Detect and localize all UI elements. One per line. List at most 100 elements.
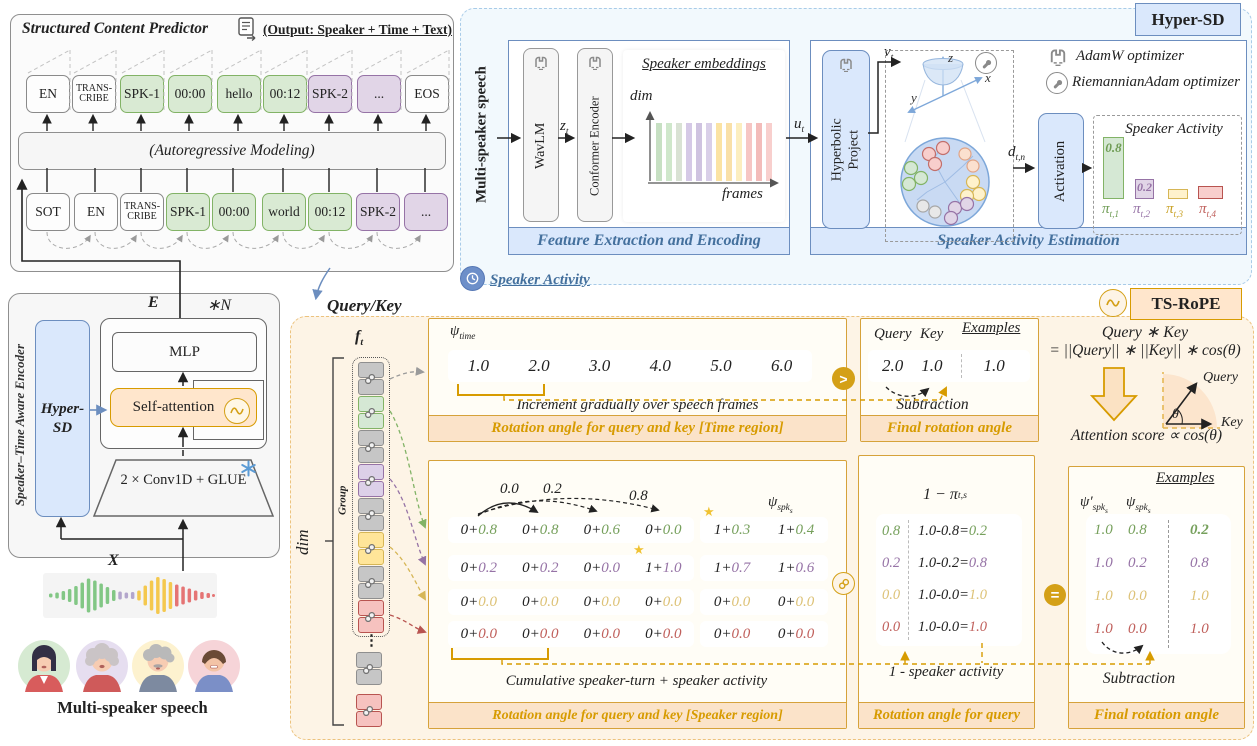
- pi-value: 0.2: [882, 555, 901, 571]
- time-value: 3.0: [589, 356, 611, 375]
- output-document-icon: [238, 17, 256, 42]
- hyperbolic-project-box: Hyperbolic Project: [822, 50, 870, 229]
- f-t-label: ft: [355, 328, 364, 349]
- matrix-cell: 0+0.0: [645, 521, 682, 538]
- feature-extraction-footer: Feature Extraction and Encoding: [509, 227, 789, 254]
- arc-label-1: 0.0: [500, 481, 519, 497]
- final-bottom-panel: [1086, 514, 1231, 654]
- psi-spk-header: ψspks: [768, 494, 793, 515]
- matrix-cell: 0+0.8: [460, 521, 497, 538]
- conv-label: 2 × Conv1D + GLUE: [120, 472, 247, 488]
- final-cell: 0.8: [1128, 522, 1147, 538]
- matrix-cell: 0+0.8: [522, 521, 559, 538]
- matrix-cell: 0+0.0: [777, 593, 815, 610]
- query-header: Query: [874, 326, 912, 342]
- speaker-region-caption: Cumulative speaker-turn + speaker activi…: [505, 673, 768, 689]
- star-icon: ★: [633, 542, 645, 557]
- avatar-speaker-1: [18, 640, 70, 692]
- examples-header-bottom: Examples: [1156, 470, 1215, 486]
- matrix-cell: 0+0.2: [460, 559, 497, 576]
- final-cell: 1.0: [1094, 588, 1113, 604]
- token-hello-out: hello: [217, 75, 261, 113]
- embedding-bars: [656, 123, 778, 181]
- final-result: 1.0: [1190, 621, 1209, 637]
- example-value: 1.0: [983, 356, 1005, 375]
- hyper-sd-module-box: Hyper-SD: [35, 320, 90, 517]
- riemannian-legend-label: RiemannianAdam optimizer: [1072, 74, 1240, 90]
- hyperbolic-space-box: [885, 50, 1014, 242]
- final-cell: 1.0: [1094, 621, 1113, 637]
- pi-value: 0.0: [882, 619, 901, 635]
- adamw-legend-label: AdamW optimizer: [1076, 48, 1184, 64]
- chain-link-icon: [362, 663, 374, 675]
- z-t-label: zt: [560, 118, 569, 137]
- theta-label: θ: [1172, 407, 1179, 422]
- clock-icon: [460, 266, 485, 291]
- psi-time-label: ψtime: [450, 323, 476, 342]
- final-bottom-divider: [1168, 520, 1169, 648]
- final-cell: 0.0: [1128, 588, 1147, 604]
- frames-axis-label: frames: [722, 186, 763, 202]
- mlp-box: MLP: [112, 332, 257, 372]
- matrix-cell: 0+0.0: [522, 625, 559, 642]
- key-header: Key: [920, 326, 944, 342]
- matrix-cell: 1+1.0: [645, 559, 682, 576]
- time-value: 1.0: [467, 356, 489, 375]
- final-cell: 0.0: [1128, 621, 1147, 637]
- spk-row-4a: 0+0.0 0+0.0 0+0.0 0+0.0: [448, 621, 694, 647]
- matrix-cell: 0+0.0: [522, 593, 559, 610]
- chain-link-icon: [364, 577, 376, 589]
- pi-t1-label: πt,1: [1102, 201, 1120, 220]
- time-value: 6.0: [770, 356, 793, 375]
- final-result: 1.0: [1190, 588, 1209, 604]
- one-minus-panel: [876, 514, 1022, 646]
- hyper-sd-module-label: Hyper-SD: [40, 400, 85, 436]
- wavlm-box: WavLM: [523, 48, 559, 222]
- matrix-cell: 0+0.0: [645, 625, 682, 642]
- waveform-bars: [49, 577, 215, 614]
- z-axis-label: z: [947, 50, 953, 65]
- pi-t2-label: πt,2: [1133, 201, 1151, 220]
- avatar-speaker-2: [76, 640, 128, 692]
- spk-row-4b: 0+0.0 0+0.0: [700, 621, 828, 647]
- token-ellipsis-in: ...: [404, 193, 448, 231]
- activity-bar-2: 0.2: [1135, 179, 1154, 199]
- matrix-cell: 1+0.3: [713, 521, 751, 538]
- activity-bar-4: [1198, 186, 1223, 199]
- matrix-cell: 0+0.0: [777, 625, 815, 642]
- speaker-activity-estimation-footer: Speaker Activity Estimation: [811, 227, 1246, 254]
- adamw-optimizer-icon: [589, 56, 601, 70]
- token-eos-out: EOS: [405, 75, 449, 113]
- speaker-activity-chart-box: [1093, 115, 1242, 235]
- u-t-label: ut: [794, 116, 805, 135]
- pi-equation: 1.0-0.8=0.2: [918, 523, 987, 539]
- scp-teacher-forcing-arrows: [46, 231, 421, 249]
- activity-bar-1: 0.8: [1103, 137, 1124, 199]
- matrix-cell: 0+0.0: [713, 593, 751, 610]
- formula-line1: Query ∗ Key: [1101, 324, 1189, 341]
- final-result: 0.8: [1190, 555, 1209, 571]
- scp-output-label: (Output: Speaker + Time + Text): [263, 22, 453, 37]
- strip-divider: [960, 354, 962, 378]
- adamw-optimizer-icon: [535, 56, 547, 70]
- time-values-strip: 1.0 2.0 3.0 4.0 5.0 6.0: [448, 350, 812, 382]
- star-icon: ★: [703, 504, 715, 519]
- dim-axis-label: dim: [630, 88, 653, 104]
- matrix-cell: 0+0.0: [645, 593, 682, 610]
- final-result: 0.2: [1190, 522, 1209, 538]
- conv-trapezoid: [92, 459, 275, 517]
- activity-bar-1-value: 0.8: [1105, 140, 1122, 155]
- ts-rope-tab: TS-RoPE: [1130, 288, 1242, 320]
- query-value: 2.0: [882, 356, 904, 375]
- theta-angle-diagram: θ: [1162, 372, 1220, 430]
- equals-circle-icon: =: [1044, 584, 1066, 606]
- time-value: 4.0: [649, 356, 671, 375]
- matrix-cell: 0+0.2: [522, 559, 559, 576]
- chain-link-icon: [364, 611, 376, 623]
- spk-row-1b: 1+0.3 1+0.4: [700, 517, 828, 543]
- conformer-box: Conformer Encoder: [577, 48, 613, 222]
- matrix-cell: 0+0.0: [460, 625, 497, 642]
- pi-equation: 1.0-0.0=1.0: [918, 619, 987, 635]
